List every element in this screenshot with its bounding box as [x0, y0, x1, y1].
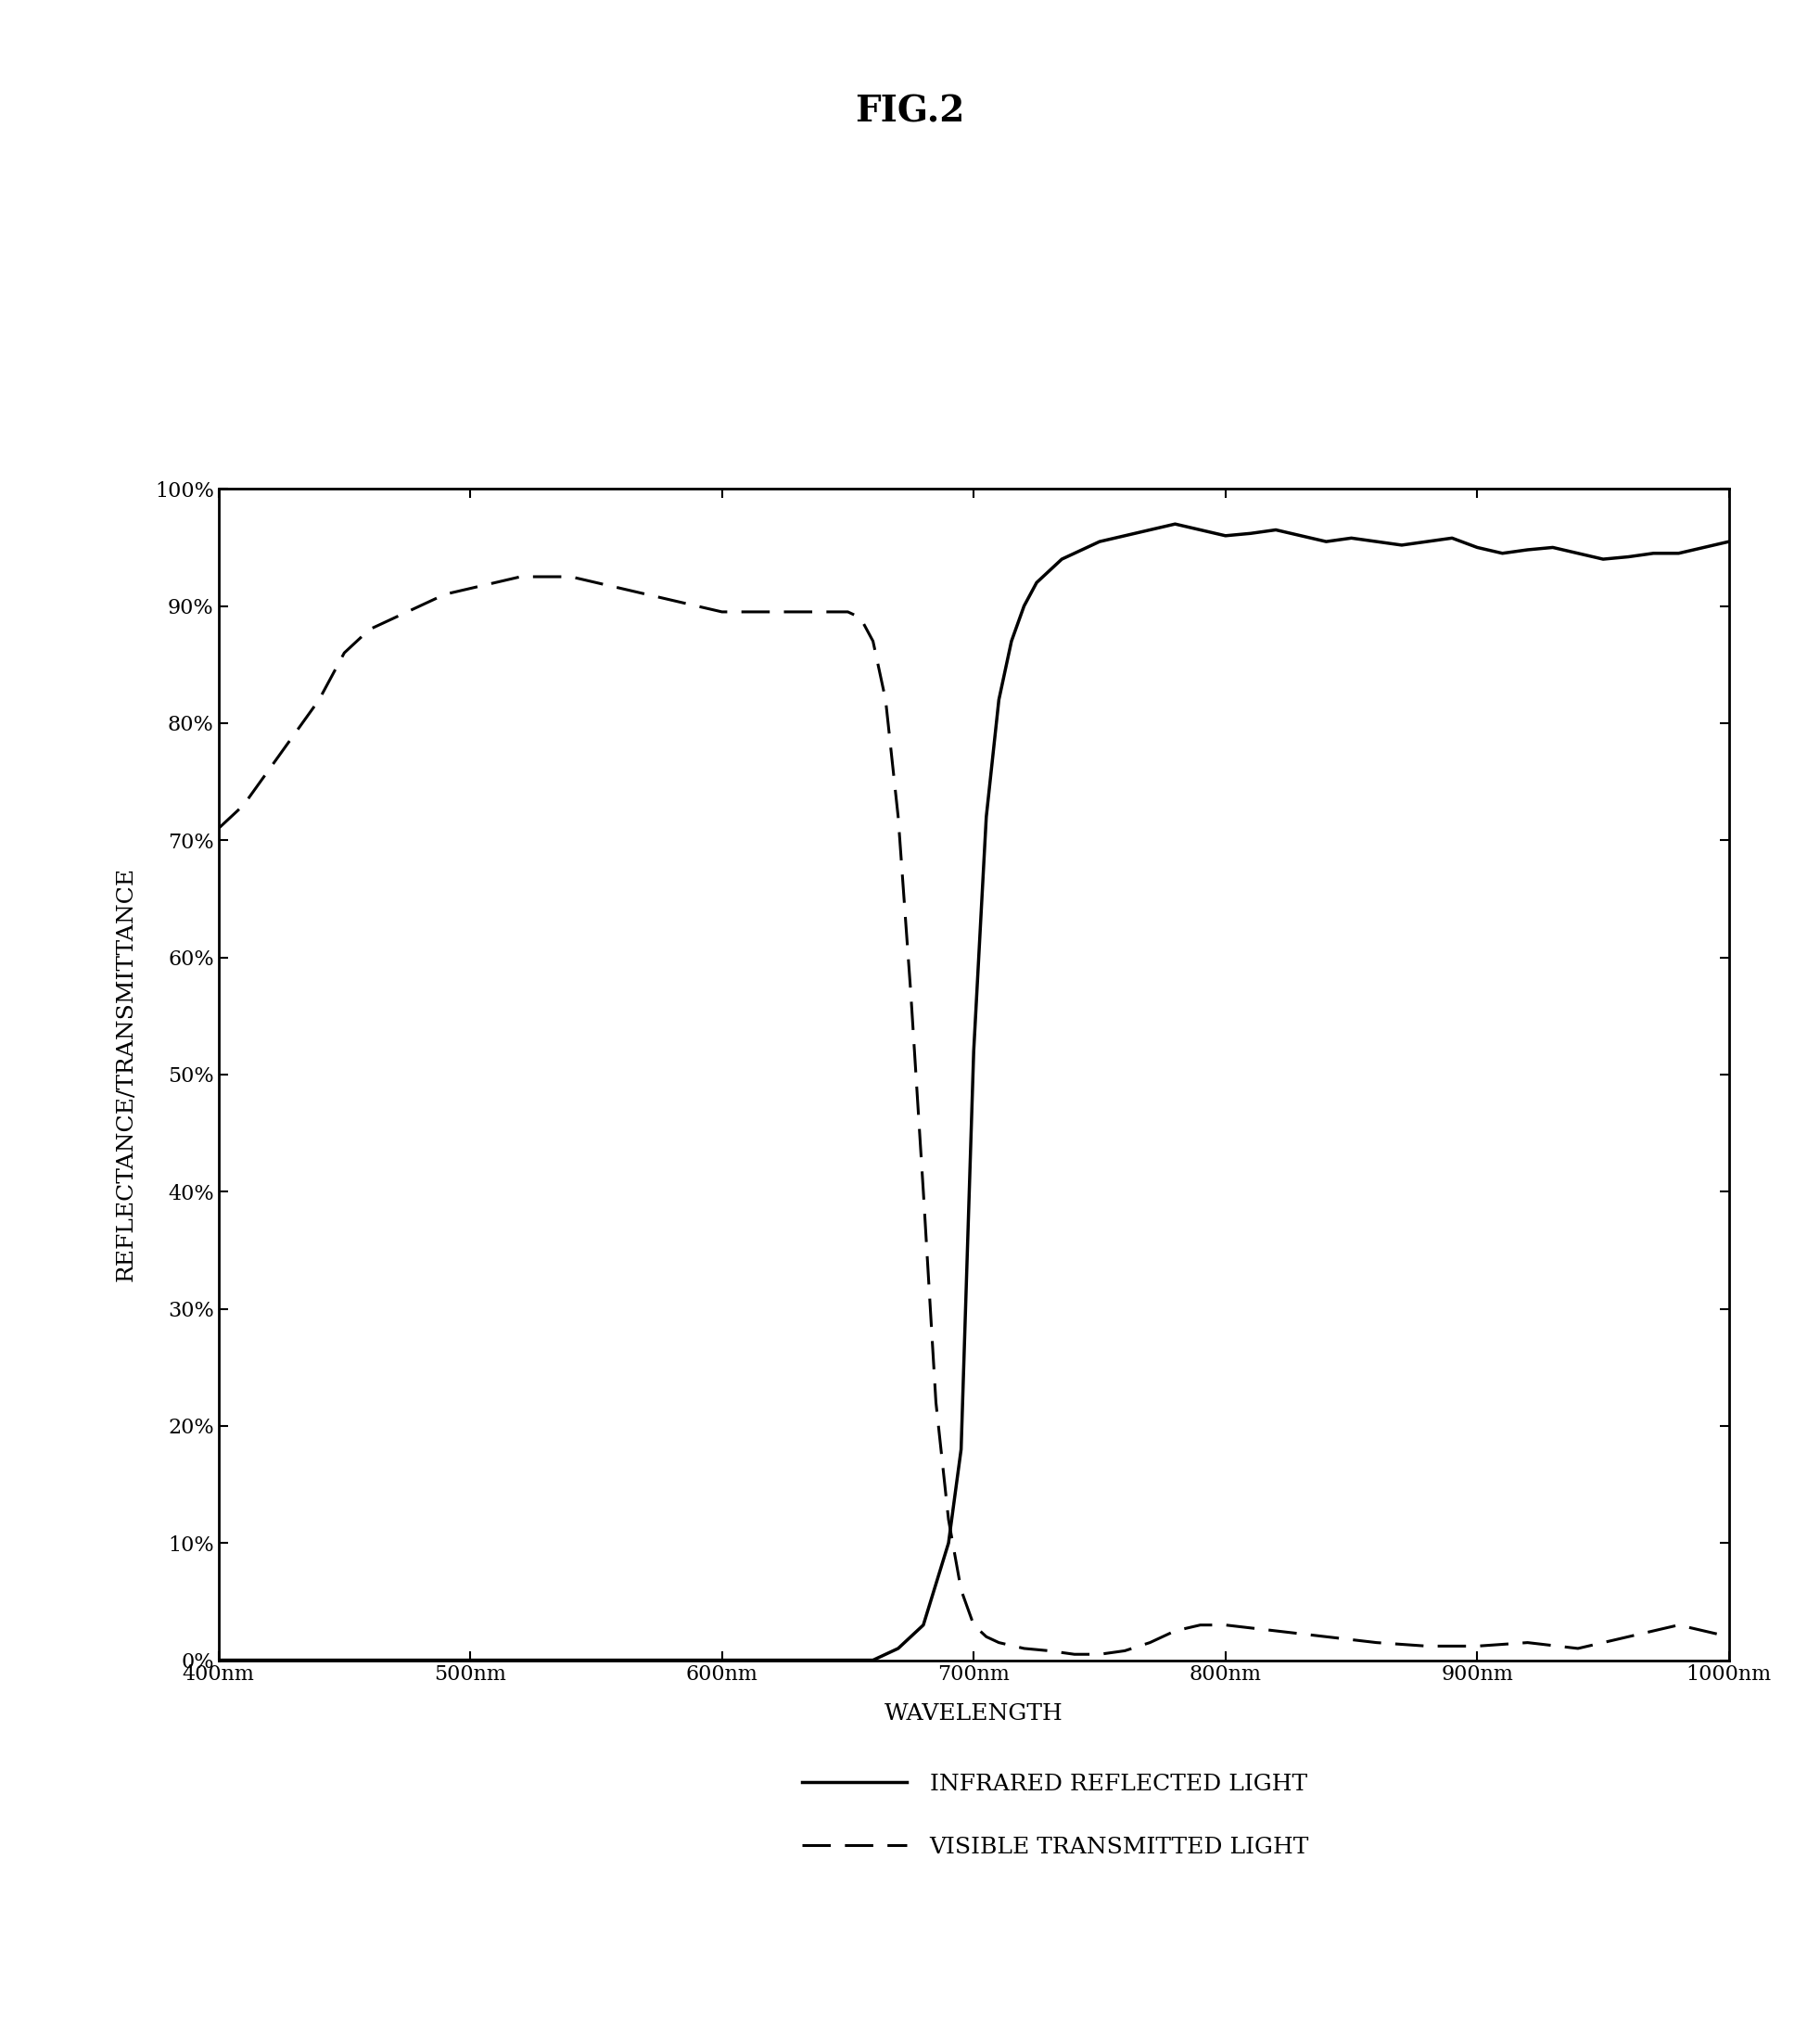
INFRARED REFLECTED LIGHT: [459, 1648, 480, 1672]
VISIBLE TRANSMITTED LIGHT: [735, 599, 757, 623]
INFRARED REFLECTED LIGHT: [207, 1648, 229, 1672]
Y-axis label: REFLECTANCE/TRANSMITTANCE: REFLECTANCE/TRANSMITTANCE: [115, 868, 136, 1281]
INFRARED REFLECTED LIGHT: [950, 1438, 972, 1463]
INFRARED REFLECTED LIGHT: [1340, 526, 1361, 550]
Text: FIG.2: FIG.2: [855, 94, 965, 130]
Line: VISIBLE TRANSMITTED LIGHT: VISIBLE TRANSMITTED LIGHT: [218, 576, 1729, 1654]
INFRARED REFLECTED LIGHT: [1165, 511, 1187, 536]
VISIBLE TRANSMITTED LIGHT: [1718, 1626, 1740, 1650]
INFRARED REFLECTED LIGHT: [1618, 544, 1640, 568]
Legend: INFRARED REFLECTED LIGHT, VISIBLE TRANSMITTED LIGHT: INFRARED REFLECTED LIGHT, VISIBLE TRANSM…: [768, 1740, 1343, 1892]
Line: INFRARED REFLECTED LIGHT: INFRARED REFLECTED LIGHT: [218, 524, 1729, 1660]
INFRARED REFLECTED LIGHT: [1718, 530, 1740, 554]
VISIBLE TRANSMITTED LIGHT: [1063, 1642, 1085, 1666]
INFRARED REFLECTED LIGHT: [886, 1636, 908, 1660]
VISIBLE TRANSMITTED LIGHT: [207, 817, 229, 841]
INFRARED REFLECTED LIGHT: [410, 1648, 431, 1672]
VISIBLE TRANSMITTED LIGHT: [610, 576, 632, 601]
VISIBLE TRANSMITTED LIGHT: [459, 576, 480, 601]
VISIBLE TRANSMITTED LIGHT: [963, 1613, 985, 1638]
VISIBLE TRANSMITTED LIGHT: [661, 589, 682, 613]
VISIBLE TRANSMITTED LIGHT: [510, 564, 531, 589]
X-axis label: WAVELENGTH: WAVELENGTH: [885, 1703, 1063, 1725]
VISIBLE TRANSMITTED LIGHT: [712, 599, 733, 623]
